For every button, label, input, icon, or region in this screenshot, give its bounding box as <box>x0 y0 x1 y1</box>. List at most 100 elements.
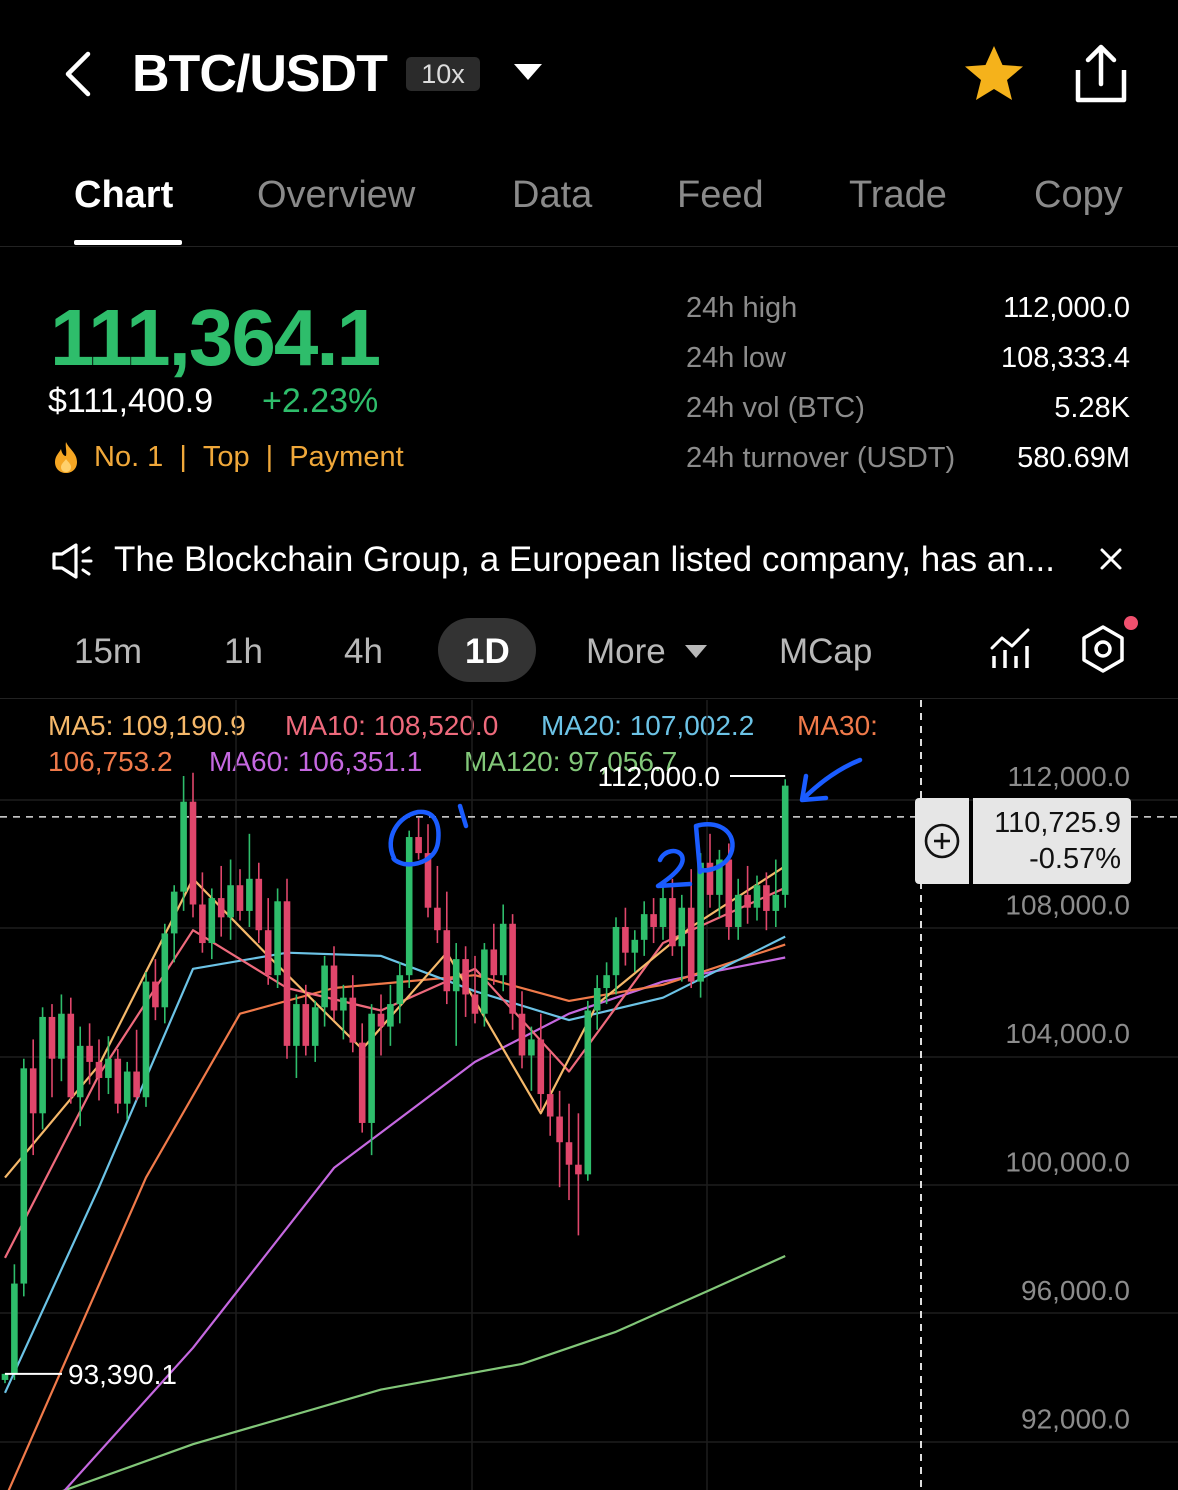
candle-body <box>781 785 789 895</box>
candle-body <box>133 1071 140 1098</box>
ma20-line <box>3 935 786 1394</box>
ma5-legend: MA5: 109,190.9 <box>48 710 246 741</box>
notification-dot <box>1124 616 1138 630</box>
ma20-legend: MA20: 107,002.2 <box>541 710 755 741</box>
tab-overview[interactable]: Overview <box>257 174 416 216</box>
candle-body <box>236 885 244 911</box>
candlestick-chart[interactable]: 112,000.0 108,000.0 104,000.0 100,000.0 96,0… <box>0 700 1178 1490</box>
candle-body <box>678 907 686 947</box>
stat-value-low: 108,333.4 <box>1000 342 1130 374</box>
candle-body <box>377 1013 385 1027</box>
tab-chart[interactable]: Chart <box>74 174 174 216</box>
tab-copy[interactable]: Copy <box>1034 174 1123 216</box>
announcement-text[interactable]: The Blockchain Group, a European listed … <box>114 540 1056 579</box>
indicators-icon[interactable] <box>988 626 1032 675</box>
candle-body <box>499 923 507 976</box>
annotation-tick-1 <box>457 803 469 829</box>
tab-data[interactable]: Data <box>512 174 593 216</box>
candle-body <box>302 1004 310 1046</box>
candle-body <box>546 1094 554 1117</box>
interval-1d[interactable]: 1D <box>465 632 510 671</box>
interval-divider <box>0 698 1178 699</box>
candle-body <box>152 981 159 1008</box>
active-tab-indicator <box>74 240 182 245</box>
stat-label-turnover: 24h turnover (USDT) <box>686 442 956 474</box>
annotation-circle-1 <box>388 809 441 867</box>
tab-trade[interactable]: Trade <box>849 174 947 216</box>
add-alert-button[interactable] <box>915 798 969 884</box>
change-percent: +2.23% <box>262 382 379 420</box>
candle-body <box>424 853 432 908</box>
candle-body <box>415 837 422 854</box>
candle-body <box>556 1116 563 1143</box>
candle-body <box>29 1068 37 1114</box>
tag-rank[interactable]: No. 1 <box>94 440 164 473</box>
current-price-tag-change: -0.57% <box>1029 843 1121 875</box>
last-price: 111,364.1 <box>50 293 381 382</box>
favorite-star-icon[interactable] <box>962 42 1026 111</box>
candle-body <box>330 965 338 1011</box>
interval-15m[interactable]: 15m <box>74 632 143 671</box>
candle-body <box>340 997 347 1011</box>
tag-top[interactable]: Top <box>202 440 250 473</box>
stat-label-low: 24h low <box>686 342 786 374</box>
stat-label-high: 24h high <box>686 292 798 324</box>
ma10-legend: MA10: 108,520.0 <box>285 710 499 741</box>
stat-value-high: 112,000.0 <box>1003 292 1130 324</box>
candle-body <box>123 1071 131 1104</box>
stat-label-vol: 24h vol (BTC) <box>686 392 865 424</box>
interval-4h[interactable]: 4h <box>344 632 383 671</box>
pair-dropdown-icon[interactable] <box>512 62 544 89</box>
candle-body <box>105 1058 112 1078</box>
candle-body <box>537 1039 545 1095</box>
candle-body <box>725 859 733 927</box>
candle-body <box>321 965 328 1008</box>
y-axis-label: 96,000.0 <box>1021 1275 1130 1306</box>
tag-payment[interactable]: Payment <box>289 440 404 473</box>
megaphone-icon <box>50 540 94 587</box>
candle-body <box>1 1373 9 1380</box>
candle-body <box>20 1068 28 1284</box>
ma10-line <box>4 886 786 1259</box>
interval-mcap[interactable]: MCap <box>779 632 873 671</box>
candle-body <box>264 930 272 976</box>
interval-1h[interactable]: 1h <box>224 632 263 671</box>
candle-body <box>584 1010 592 1175</box>
candle-body <box>311 1007 319 1046</box>
candle-body <box>650 914 657 927</box>
high-marker-label: 112,000.0 <box>598 761 721 792</box>
candle-body <box>208 898 216 944</box>
candle-body <box>612 926 620 976</box>
candle-body <box>640 914 648 940</box>
ranking-tags: No. 1 | Top | Payment <box>52 440 404 474</box>
candle-body <box>575 1164 582 1175</box>
candle-body <box>274 901 281 976</box>
interval-more[interactable]: More <box>586 632 666 671</box>
leverage-badge: 10x <box>406 57 480 91</box>
candle-body <box>86 1045 93 1062</box>
ma120-line <box>62 1254 786 1490</box>
candle-body <box>481 949 488 1014</box>
candle-body <box>706 862 714 895</box>
candle-body <box>716 859 723 895</box>
tab-divider <box>0 246 1178 247</box>
ma60-legend: MA60: 106,351.1 <box>209 746 423 777</box>
back-icon[interactable] <box>58 48 102 100</box>
candle-body <box>763 885 770 911</box>
more-dropdown-icon[interactable] <box>684 644 708 665</box>
candle-body <box>39 1016 46 1114</box>
tab-feed[interactable]: Feed <box>677 174 764 216</box>
close-icon[interactable] <box>1098 546 1124 577</box>
candle-body <box>161 933 169 1008</box>
pair-title[interactable]: BTC/USDT <box>132 45 388 103</box>
candle-body <box>11 1283 18 1374</box>
candle-body <box>593 988 601 1011</box>
candle-body <box>744 894 751 908</box>
current-price-tag-price: 110,725.9 <box>994 807 1121 839</box>
share-icon[interactable] <box>1072 42 1130 111</box>
candle-body <box>189 801 197 905</box>
candle-body <box>255 878 263 931</box>
candle-body <box>452 959 460 992</box>
chart-settings-icon[interactable] <box>1080 624 1126 679</box>
candle-body <box>76 1045 84 1098</box>
